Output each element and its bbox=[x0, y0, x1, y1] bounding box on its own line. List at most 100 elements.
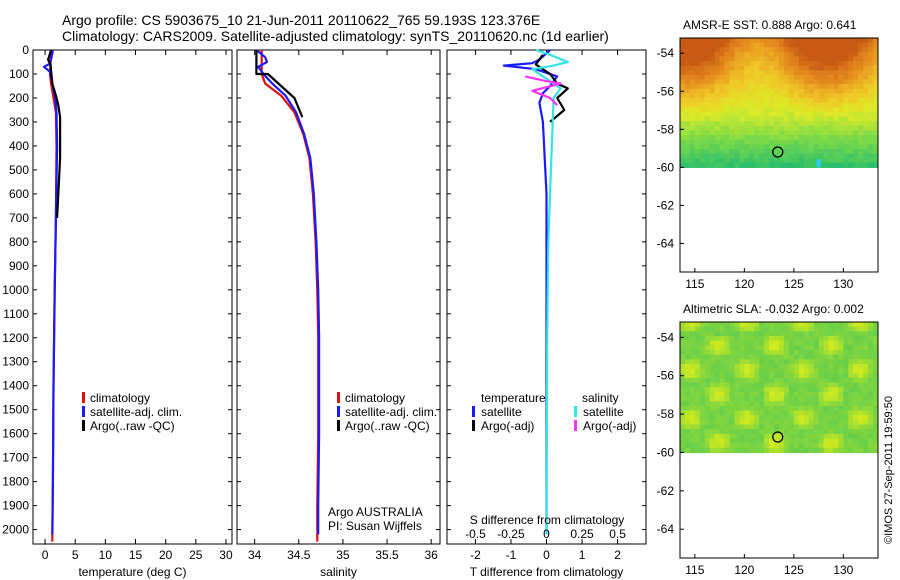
sst-heatmap-cell bbox=[823, 139, 830, 145]
sst-heatmap-cell bbox=[729, 42, 736, 48]
sla-heatmap-cell bbox=[769, 363, 775, 370]
sla-heatmap-cell bbox=[868, 419, 874, 426]
sst-heatmap-cell bbox=[749, 70, 755, 76]
sst-heatmap-cell bbox=[684, 74, 691, 81]
sst-heatmap-cell bbox=[704, 93, 711, 99]
sla-heatmap-cell bbox=[744, 326, 750, 332]
sst-heatmap-cell bbox=[779, 111, 785, 118]
sst-heatmap-cell bbox=[788, 42, 795, 48]
sla-heatmap-cell bbox=[793, 410, 800, 416]
header-line-1: Argo profile: CS 5903675_10 21-Jun-2011 … bbox=[62, 12, 541, 28]
sla-heatmap-cell bbox=[719, 405, 726, 412]
sst-heatmap-cell bbox=[779, 88, 785, 95]
sla-heatmap-cell bbox=[823, 377, 830, 384]
sst-heatmap-cell bbox=[699, 42, 706, 48]
sst-heatmap-cell bbox=[764, 47, 770, 53]
sla-heatmap-cell bbox=[729, 424, 736, 430]
sst-heatmap-cell bbox=[833, 61, 839, 67]
sst-heatmap-cell bbox=[694, 130, 701, 136]
sla-heatmap-cell bbox=[759, 331, 765, 337]
sst-heatmap-cell bbox=[833, 38, 839, 44]
sla-ytick-label: -56 bbox=[657, 369, 675, 383]
sst-heatmap-cell bbox=[843, 38, 849, 44]
sst-heatmap-cell bbox=[848, 93, 854, 99]
sla-heatmap-cell bbox=[873, 405, 878, 412]
sla-heatmap-cell bbox=[873, 396, 878, 402]
sla-ytick-label: -62 bbox=[657, 484, 675, 498]
sst-heatmap-cell bbox=[729, 79, 736, 85]
sla-heatmap-cell bbox=[744, 396, 750, 402]
sst-heatmap-cell bbox=[680, 135, 686, 141]
sla-heatmap-cell bbox=[734, 424, 740, 430]
sst-heatmap-cell bbox=[729, 38, 736, 44]
sst-heatmap-cell bbox=[873, 79, 878, 85]
sla-heatmap-cell bbox=[818, 335, 825, 342]
sst-heatmap-cell bbox=[848, 61, 854, 67]
sst-heatmap-cell bbox=[694, 98, 701, 104]
sst-heatmap-cell bbox=[798, 47, 805, 53]
sst-heatmap-cell bbox=[684, 56, 691, 62]
sla-heatmap-cell bbox=[843, 340, 849, 346]
sla-heatmap-cell bbox=[684, 438, 691, 444]
sla-heatmap-cell bbox=[808, 405, 815, 412]
sst-heatmap-cell bbox=[714, 70, 721, 76]
sla-heatmap-cell bbox=[744, 419, 750, 426]
sla-heatmap-cell bbox=[818, 359, 825, 365]
sla-heatmap-cell bbox=[759, 345, 765, 351]
sst-heatmap-cell bbox=[744, 84, 750, 90]
sla-heatmap-cell bbox=[798, 396, 805, 402]
sst-heatmap-cell bbox=[754, 74, 760, 81]
sla-heatmap-cell bbox=[704, 326, 711, 332]
sst-heatmap-cell bbox=[813, 79, 820, 85]
temperature-ytick-label: 0 bbox=[22, 43, 29, 57]
sla-heatmap-cell bbox=[848, 373, 854, 379]
sla-heatmap-cell bbox=[803, 359, 810, 365]
sla-heatmap-cell bbox=[808, 335, 815, 342]
sla-heatmap-cell bbox=[714, 368, 721, 374]
sla-heatmap-cell bbox=[709, 387, 716, 393]
sst-heatmap-cell bbox=[783, 135, 790, 141]
sla-heatmap-cell bbox=[699, 354, 706, 360]
sst-heatmap-cell bbox=[813, 42, 820, 48]
sla-heatmap-cell bbox=[759, 326, 765, 332]
sla-heatmap-cell bbox=[724, 377, 731, 384]
sla-heatmap-cell bbox=[754, 373, 760, 379]
sla-heatmap-cell bbox=[754, 387, 760, 393]
sst-heatmap-cell bbox=[783, 74, 790, 81]
sst-heatmap-cell bbox=[769, 148, 775, 155]
sst-heatmap-cell bbox=[793, 98, 800, 104]
sla-heatmap-cell bbox=[719, 345, 726, 351]
sla-heatmap-cell bbox=[863, 382, 869, 388]
sla-heatmap-cell bbox=[793, 391, 800, 398]
sst-heatmap-cell bbox=[838, 47, 844, 53]
sla-heatmap-cell bbox=[714, 322, 721, 328]
sla-heatmap-cell bbox=[744, 377, 750, 384]
sst-heatmap-cell bbox=[779, 125, 785, 131]
sla-heatmap-cell bbox=[848, 433, 854, 440]
sla-heatmap-cell bbox=[749, 387, 755, 393]
sla-heatmap-cell bbox=[873, 345, 878, 351]
sla-heatmap-cell bbox=[833, 331, 839, 337]
sst-heatmap-cell bbox=[704, 98, 711, 104]
sla-heatmap-cell bbox=[709, 331, 716, 337]
sst-heatmap-cell bbox=[833, 102, 839, 108]
sla-heatmap-cell bbox=[868, 391, 874, 398]
sla-heatmap-cell bbox=[684, 322, 691, 328]
sla-heatmap-cell bbox=[699, 447, 706, 454]
sla-heatmap-cell bbox=[759, 363, 765, 370]
sst-heatmap-cell bbox=[764, 125, 770, 131]
sst-heatmap-cell bbox=[818, 74, 825, 81]
sst-heatmap-cell bbox=[823, 93, 830, 99]
sla-heatmap-cell bbox=[724, 382, 731, 388]
sla-heatmap-cell bbox=[754, 443, 760, 449]
sla-heatmap-cell bbox=[680, 326, 686, 332]
sla-heatmap-cell bbox=[754, 322, 760, 328]
sst-heatmap-cell bbox=[729, 130, 736, 136]
sla-heatmap-cell bbox=[808, 401, 815, 407]
sla-heatmap-cell bbox=[833, 345, 839, 351]
sst-heatmap-cell bbox=[684, 79, 691, 85]
temperature-xlabel: temperature (deg C) bbox=[78, 565, 186, 579]
sla-heatmap-cell bbox=[848, 401, 854, 407]
sla-heatmap-cell bbox=[684, 335, 691, 342]
sst-heatmap-cell bbox=[684, 102, 691, 108]
